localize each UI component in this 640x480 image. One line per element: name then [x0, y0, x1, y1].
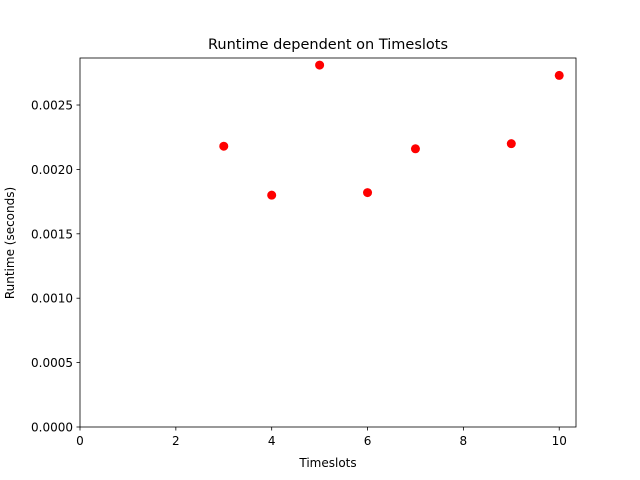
x-tick-label: 2 — [172, 434, 180, 448]
data-point — [315, 60, 325, 70]
axes-frame — [79, 57, 577, 428]
data-point — [410, 144, 420, 154]
y-axis-title: Runtime (seconds) — [3, 187, 17, 299]
x-tick-label: 8 — [460, 434, 468, 448]
plot-area: 0 2 4 6 8 10 0.0000 0.0005 0.0010 0.0015 0.0020 0.0… — [31, 57, 577, 448]
data-point — [267, 190, 277, 200]
x-tick-label: 10 — [552, 434, 567, 448]
y-tick-label: 0.0025 — [31, 99, 73, 113]
chart-title: Runtime dependent on Timeslots — [208, 37, 448, 53]
data-point — [363, 188, 373, 198]
y-tick-label: 0.0000 — [31, 421, 73, 435]
data-point — [506, 139, 516, 149]
x-axis-title: Timeslots — [298, 456, 356, 470]
y-tick-label: 0.0020 — [31, 163, 73, 177]
x-tick-label: 6 — [364, 434, 372, 448]
data-point — [554, 70, 564, 80]
y-tick-label: 0.0015 — [31, 227, 73, 241]
x-tick-label: 0 — [76, 434, 84, 448]
y-tick-label: 0.0005 — [31, 356, 73, 370]
data-point — [219, 141, 229, 151]
x-tick-label: 4 — [268, 434, 276, 448]
y-tick-label: 0.0010 — [31, 292, 73, 306]
